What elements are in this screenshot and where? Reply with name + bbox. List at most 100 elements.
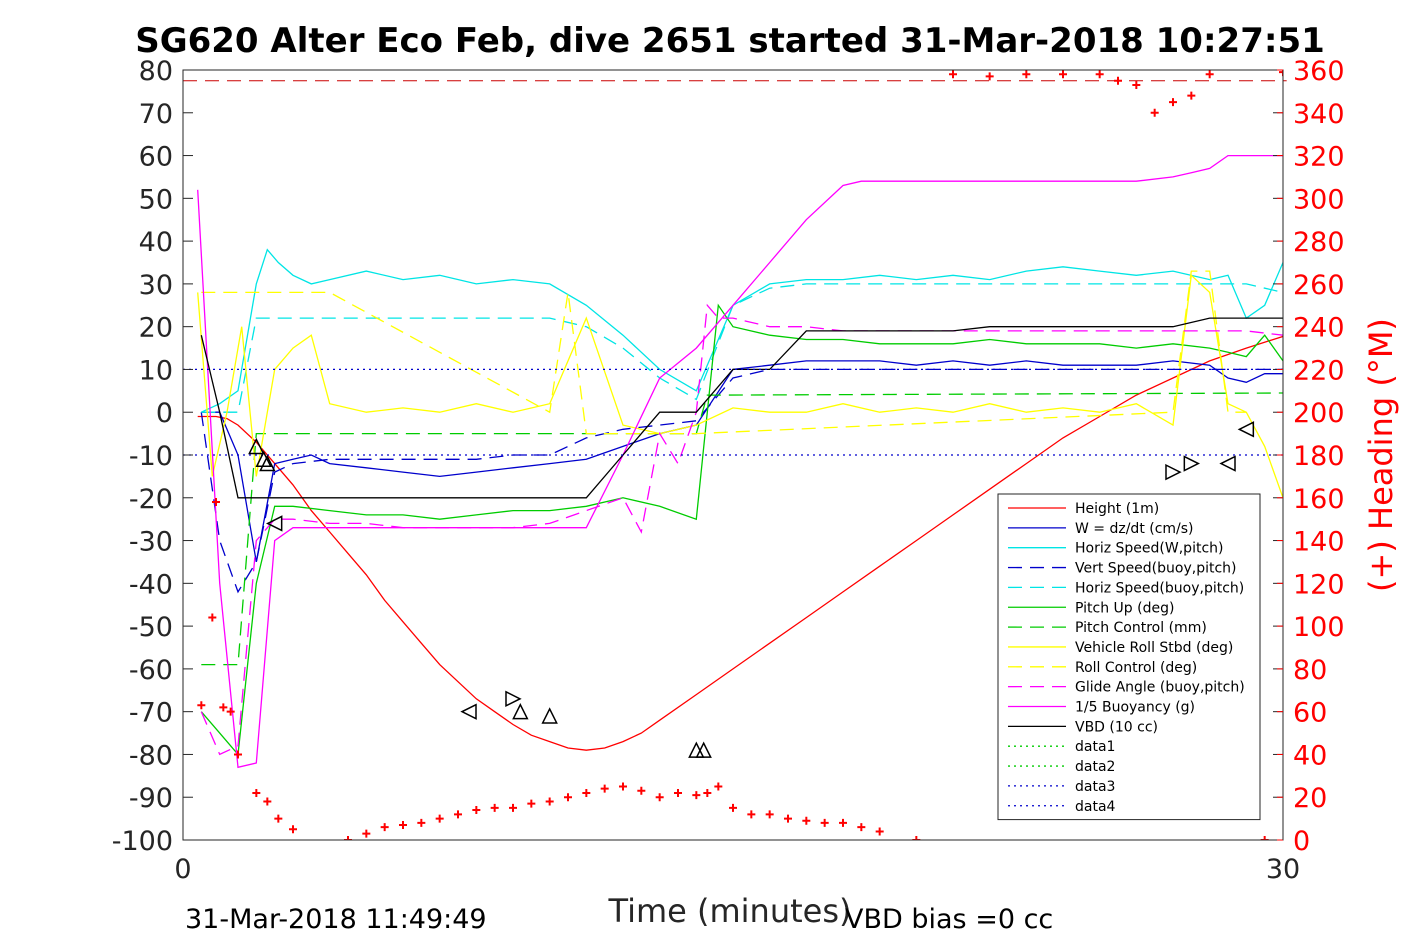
- heading-point: [765, 810, 774, 819]
- triangle-marker: [1237, 421, 1255, 438]
- heading-point: [703, 788, 712, 797]
- left-tick-label: 80: [139, 56, 173, 87]
- heading-point: [545, 797, 554, 806]
- left-tick-label: 40: [139, 227, 173, 258]
- heading-point: [226, 707, 235, 716]
- heading-point: [1279, 70, 1283, 77]
- legend-entry: Glide Angle (buoy,pitch): [1075, 680, 1245, 696]
- heading-point: [729, 803, 737, 812]
- triangle-marker: [259, 454, 276, 472]
- heading-point: [274, 814, 283, 823]
- heading-point: [747, 810, 756, 819]
- heading-point: [1260, 836, 1269, 840]
- heading-point: [289, 825, 297, 834]
- triangle-marker: [1219, 455, 1236, 472]
- heading-points: [197, 70, 1283, 840]
- heading-point: [435, 814, 444, 823]
- heading-point: [857, 823, 866, 832]
- heading-point: [454, 810, 462, 819]
- heading-point: [197, 701, 206, 710]
- legend: Height (1m) W = dz/dt (cm/s) Horiz Speed(W…: [997, 493, 1261, 821]
- right-tick-label: 340: [1293, 99, 1345, 130]
- series-line-7: [197, 273, 1283, 499]
- legend-entry: VBD (10 cc): [1075, 719, 1158, 735]
- x-axis-label: Time (minutes): [608, 892, 852, 930]
- left-tick-label: 0: [156, 398, 173, 429]
- legend-entry: W = dz/dt (cm/s): [1075, 521, 1194, 537]
- right-tick-label: 120: [1293, 569, 1345, 600]
- series-line-5: [200, 303, 1283, 756]
- triangle-marker: [255, 450, 272, 468]
- footer-vbd-bias: VBD bias =0 cc: [845, 904, 1053, 935]
- heading-point: [472, 806, 481, 815]
- right-tick-label: 300: [1293, 184, 1345, 215]
- heading-point: [949, 70, 957, 79]
- heading-point: [802, 816, 811, 825]
- heading-point: [212, 498, 220, 507]
- right-tick-label: 180: [1293, 441, 1345, 472]
- left-axis-ticks: 80 70 60 50 40 30 20 10 0 -10 -20 -30 -40 -50 -60 -70 -8…: [112, 56, 1283, 857]
- chart-title: SG620 Alter Eco Feb, dive 2651 started 3…: [135, 21, 1325, 61]
- heading-point: [1022, 70, 1031, 79]
- heading-point: [637, 786, 646, 795]
- heading-point: [582, 788, 591, 797]
- heading-point: [1095, 70, 1104, 79]
- heading-point: [527, 799, 536, 808]
- heading-point: [380, 823, 389, 832]
- x-tick-label: 0: [174, 854, 191, 885]
- heading-point: [417, 818, 426, 827]
- right-tick-label: 60: [1293, 698, 1327, 729]
- right-tick-label: 20: [1293, 783, 1327, 814]
- right-tick-label: 360: [1293, 56, 1345, 87]
- series-line-4: [201, 283, 1283, 413]
- heading-point: [1187, 91, 1196, 100]
- right-tick-label: 240: [1293, 313, 1345, 344]
- right-axis-ticks: 3603403203002802602402202001801601401201…: [1277, 56, 1345, 857]
- triangle-marker: [265, 515, 283, 532]
- heading-point: [1114, 76, 1122, 85]
- right-tick-label: 160: [1293, 484, 1345, 515]
- right-tick-label: 40: [1293, 740, 1327, 771]
- right-tick-label: 80: [1293, 655, 1327, 686]
- heading-point: [344, 836, 352, 840]
- plot-area: [182, 69, 1287, 841]
- triangle-marker: [695, 741, 712, 758]
- legend-entry: Horiz Speed(W,pitch): [1075, 541, 1223, 557]
- heading-point: [655, 793, 664, 802]
- triangle-marker: [541, 707, 558, 724]
- heading-point: [263, 797, 272, 806]
- left-tick-label: -10: [129, 441, 173, 472]
- legend-entry: Horiz Speed(buoy,pitch): [1075, 580, 1244, 596]
- left-tick-label: 70: [139, 99, 173, 130]
- heading-point: [600, 784, 609, 793]
- heading-point: [1150, 108, 1159, 117]
- heading-point: [1132, 80, 1141, 89]
- legend-entry: Vehicle Roll Stbd (deg): [1075, 640, 1233, 656]
- left-tick-label: 50: [139, 184, 173, 215]
- heading-point: [714, 782, 723, 791]
- left-tick-label: 20: [139, 313, 173, 344]
- heading-point: [820, 818, 829, 827]
- heading-point: [619, 782, 627, 791]
- series-line-2: [201, 248, 1283, 413]
- heading-point: [692, 791, 701, 800]
- heading-point: [985, 72, 994, 81]
- triangle-marker: [1183, 455, 1201, 472]
- series-group: [183, 70, 1283, 840]
- legend-entry: data2: [1075, 759, 1115, 775]
- heading-point: [564, 793, 572, 802]
- left-tick-label: -20: [129, 484, 173, 515]
- heading-point: [912, 836, 921, 840]
- legend-entry: Pitch Control (mm): [1075, 620, 1207, 636]
- left-tick-label: -40: [129, 569, 173, 600]
- left-tick-label: -30: [129, 527, 173, 558]
- right-tick-label: 140: [1293, 527, 1345, 558]
- heading-point: [509, 803, 517, 812]
- series-line-10: [197, 154, 1283, 769]
- right-tick-label: 200: [1293, 398, 1345, 429]
- series-line-0: [197, 335, 1283, 751]
- right-tick-label: 320: [1293, 142, 1345, 173]
- heading-point: [219, 703, 228, 712]
- right-tick-label: 260: [1293, 270, 1345, 301]
- left-tick-label: 30: [139, 270, 173, 301]
